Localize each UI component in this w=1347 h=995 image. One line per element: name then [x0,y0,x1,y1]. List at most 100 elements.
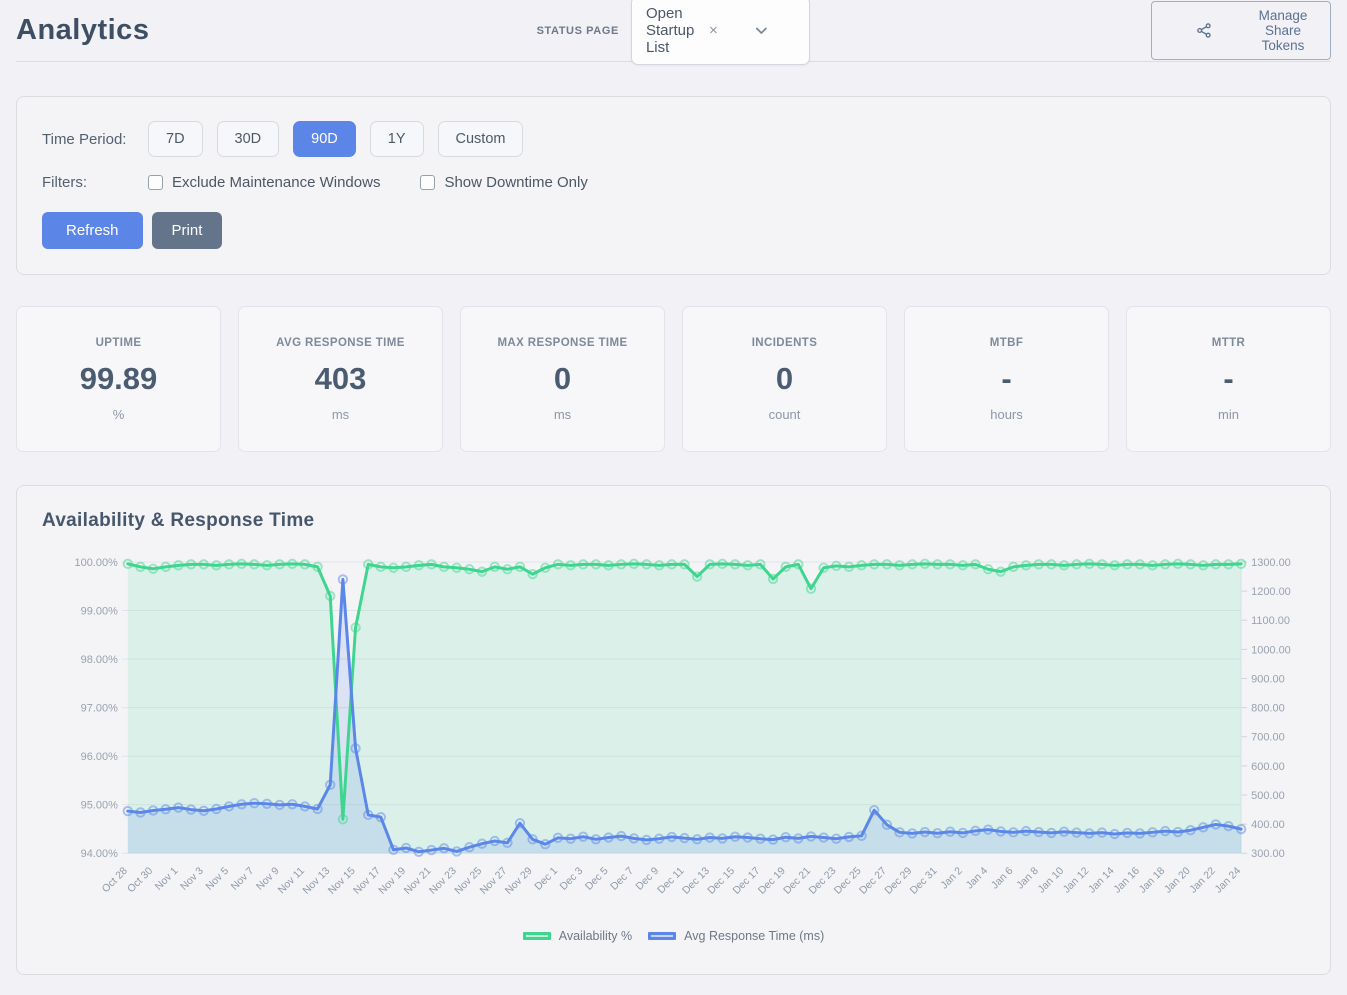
stat-card-uptime: UPTIME 99.89 % [16,306,221,452]
svg-text:Dec 31: Dec 31 [908,865,939,896]
stat-label: AVG RESPONSE TIME [276,336,405,349]
svg-text:700.00: 700.00 [1251,732,1285,744]
svg-text:Dec 3: Dec 3 [558,865,585,892]
clear-selection-icon[interactable]: × [708,22,718,39]
header: Analytics STATUS PAGE Open Startup List … [16,0,1332,65]
svg-text:Dec 5: Dec 5 [584,865,611,892]
svg-text:800.00: 800.00 [1251,703,1285,715]
stat-card-avg-response: AVG RESPONSE TIME 403 ms [238,306,443,452]
svg-text:Nov 17: Nov 17 [352,865,383,896]
svg-text:100.00%: 100.00% [75,557,119,569]
response-legend-label: Avg Response Time (ms) [684,929,825,944]
svg-text:Dec 15: Dec 15 [706,865,737,896]
svg-text:Jan 22: Jan 22 [1188,865,1218,895]
stat-value: - [1223,360,1234,396]
exclude-maintenance-checkbox[interactable] [148,175,163,190]
svg-text:600.00: 600.00 [1251,761,1285,773]
svg-text:Dec 7: Dec 7 [609,865,636,892]
chevron-down-icon [755,27,767,34]
svg-text:Jan 12: Jan 12 [1061,865,1091,895]
stat-unit: ms [553,406,572,422]
svg-text:Dec 25: Dec 25 [832,865,863,896]
svg-text:Nov 15: Nov 15 [326,865,357,896]
stat-value: 0 [553,360,572,396]
stat-value: 0 [775,360,794,396]
stat-unit: min [1218,406,1239,422]
chart-wrap: 100.00% 99.00% 98.00% 97.00% 96.00% 95.00% 94.… [42,548,1305,927]
svg-text:Oct 30: Oct 30 [126,865,156,895]
svg-text:Dec 27: Dec 27 [858,865,889,896]
availability-response-chart: 100.00% 99.00% 98.00% 97.00% 96.00% 95.00% 94.… [75,557,1291,897]
period-button-1y[interactable]: 1Y [369,121,424,157]
svg-text:300.00: 300.00 [1251,848,1285,860]
svg-text:Jan 16: Jan 16 [1112,865,1142,895]
svg-text:900.00: 900.00 [1251,673,1285,685]
stat-card-max-response: MAX RESPONSE TIME 0 ms [460,306,665,452]
svg-text:Dec 13: Dec 13 [681,865,712,896]
svg-text:Nov 19: Nov 19 [377,865,408,896]
svg-text:Dec 19: Dec 19 [757,865,788,896]
stat-unit: count [768,406,801,422]
print-button[interactable]: Print [151,212,223,249]
svg-text:Jan 10: Jan 10 [1036,865,1066,895]
period-button-7d[interactable]: 7D [148,121,203,157]
svg-text:Nov 29: Nov 29 [504,865,535,896]
availability-legend-label: Availability % [558,929,633,944]
stat-unit: % [112,406,125,422]
stats-row: UPTIME 99.89 % AVG RESPONSE TIME 403 ms … [16,306,1331,452]
filters-panel: Time Period: 7D 30D 90D 1Y Custom Filter… [16,96,1331,275]
stat-unit: ms [331,406,350,422]
svg-text:96.00%: 96.00% [81,751,118,763]
availability-legend-swatch [522,932,551,941]
period-button-90d[interactable]: 90D [293,121,356,157]
stat-card-mttr: MTTR - min [1126,306,1331,452]
legend-item-response: Avg Response Time (ms) [648,929,824,943]
share-icon [1197,23,1211,38]
page-title: Analytics [16,14,150,46]
svg-text:Dec 29: Dec 29 [883,865,914,896]
svg-text:Jan 14: Jan 14 [1087,865,1117,895]
exclude-maintenance-checkbox-group[interactable]: Exclude Maintenance Windows [148,174,380,191]
stat-label: UPTIME [95,336,142,349]
status-page-selected-value: Open Startup List [645,5,695,56]
svg-text:Jan 18: Jan 18 [1137,865,1167,895]
svg-text:Nov 13: Nov 13 [301,865,332,896]
status-page-label: STATUS PAGE [536,24,619,37]
period-button-custom[interactable]: Custom [437,121,524,157]
stat-label: MAX RESPONSE TIME [497,336,628,349]
manage-share-tokens-button[interactable]: Manage Share Tokens [1151,1,1332,60]
svg-text:Nov 27: Nov 27 [478,865,509,896]
stat-unit: hours [990,406,1023,422]
svg-text:Dec 21: Dec 21 [782,865,813,896]
stat-card-mtbf: MTBF - hours [904,306,1109,452]
svg-text:Dec 17: Dec 17 [731,865,762,896]
exclude-maintenance-label: Exclude Maintenance Windows [172,174,381,191]
status-page-select[interactable]: Open Startup List × [630,0,811,65]
show-downtime-label: Show Downtime Only [444,174,588,191]
svg-text:Jan 4: Jan 4 [964,865,990,891]
stat-label: MTBF [989,336,1024,349]
manage-share-tokens-label: Manage Share Tokens [1258,8,1308,53]
refresh-button[interactable]: Refresh [42,212,143,249]
svg-text:Nov 21: Nov 21 [402,865,433,896]
svg-text:Nov 1: Nov 1 [153,865,180,892]
filters-label: Filters: [42,174,87,191]
svg-text:Nov 3: Nov 3 [179,865,206,892]
stat-label: INCIDENTS [751,336,818,349]
svg-text:Nov 25: Nov 25 [453,865,484,896]
chart-title: Availability & Response Time [42,510,315,531]
period-button-30d[interactable]: 30D [216,121,280,157]
legend-item-availability: Availability % [522,929,633,944]
show-downtime-checkbox-group[interactable]: Show Downtime Only [420,174,588,191]
svg-text:1200.00: 1200.00 [1251,586,1291,598]
stat-label: MTTR [1211,336,1246,349]
svg-text:Jan 20: Jan 20 [1163,865,1193,895]
stat-card-incidents: INCIDENTS 0 count [682,306,887,452]
svg-text:1100.00: 1100.00 [1251,615,1290,627]
svg-text:94.00%: 94.00% [81,848,118,860]
show-downtime-checkbox[interactable] [420,175,436,190]
time-period-label: Time Period: [42,130,127,148]
svg-text:97.00%: 97.00% [81,703,118,715]
svg-text:95.00%: 95.00% [81,800,118,812]
